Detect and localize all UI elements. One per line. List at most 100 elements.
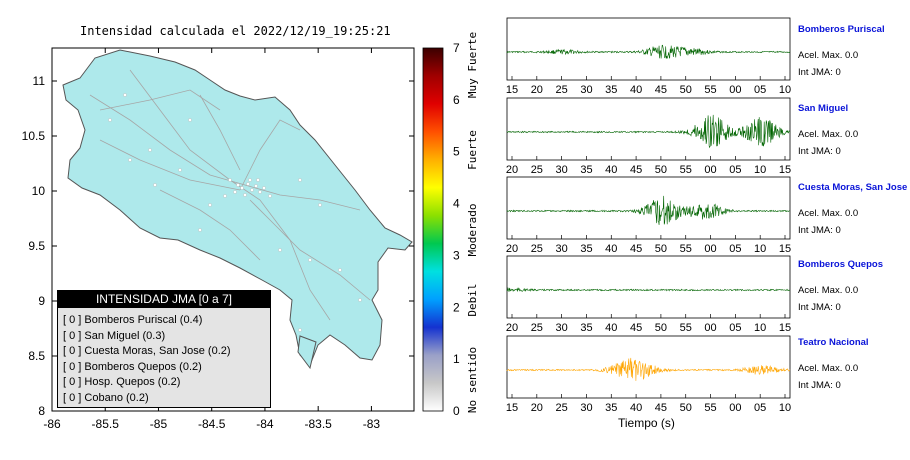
time-tick-label: 30 [580, 84, 592, 96]
station-dot [338, 268, 342, 272]
x-tick-label: -85 [150, 417, 168, 431]
time-tick-label: 15 [779, 243, 791, 255]
station-jma: Int JMA: 0 [798, 225, 841, 236]
station-info: Teatro Nacional Acel. Max. 0.0 Int JMA: … [798, 337, 910, 394]
seismogram-panel: 15 20 25 30 35 40 45 50 55 00 05 10 [506, 17, 791, 96]
time-tick-label: 30 [556, 322, 568, 334]
y-tick-label: 9.5 [28, 239, 45, 253]
station-name: Teatro Nacional [798, 337, 869, 348]
time-tick-label: 25 [531, 164, 543, 176]
station-jma: Int JMA: 0 [798, 380, 841, 391]
panel-frame [506, 97, 791, 161]
time-tick-label: 25 [556, 402, 568, 414]
time-tick-label: 45 [630, 164, 642, 176]
waveform-trace [506, 286, 791, 292]
colorbar-category-label: Debil [466, 283, 479, 316]
colorbar-category-label: Fuerte [466, 130, 479, 170]
x-tick-label: -84 [256, 417, 274, 431]
y-tick-label: 10 [32, 184, 46, 198]
station-dot [243, 193, 247, 197]
station-dot [188, 118, 192, 122]
time-tick-label: 15 [779, 164, 791, 176]
time-tick-label: 55 [704, 402, 716, 414]
legend-entry: [ 0 ] Bomberos Puriscal (0.4) [63, 314, 203, 326]
station-accel: Acel. Max. 0.0 [798, 129, 859, 140]
station-dot [358, 298, 362, 302]
colorbar-tick-label: 1 [453, 352, 460, 366]
station-dot [236, 183, 240, 187]
seismogram-panel: 15 20 25 30 35 40 45 50 55 00 05 10 [506, 335, 791, 414]
time-tick-label: 40 [605, 243, 617, 255]
panel-frame [506, 255, 791, 319]
station-dot [262, 186, 266, 190]
time-tick-label: 55 [704, 84, 716, 96]
time-tick-label: 20 [506, 243, 518, 255]
seismogram-panel: 20 25 30 35 40 45 50 55 00 05 10 15 [506, 176, 791, 255]
time-tick-label: 35 [605, 402, 617, 414]
legend-entry: [ 0 ] Bomberos Quepos (0.2) [63, 360, 202, 373]
time-tick-label: 10 [754, 243, 766, 255]
time-tick-label: 20 [531, 402, 543, 414]
station-dot [278, 248, 282, 252]
station-dot [228, 178, 232, 182]
colorbar-gradient [422, 47, 444, 412]
costa-rica-landmass [62, 49, 413, 370]
station-accel: Acel. Max. 0.0 [798, 50, 859, 61]
time-tick-label: 50 [680, 84, 692, 96]
colorbar-tick-label: 5 [453, 145, 460, 159]
seismogram-panel: 20 25 30 35 40 45 50 55 00 05 10 15 [506, 255, 791, 334]
panel-frame [506, 17, 791, 81]
time-tick-label: 45 [655, 402, 667, 414]
time-tick-label: 10 [779, 402, 791, 414]
time-tick-label: 30 [556, 164, 568, 176]
y-tick-label: 10.5 [22, 129, 46, 143]
station-dot [254, 184, 258, 188]
time-tick-label: 40 [630, 402, 642, 414]
station-name: Bomberos Quepos [798, 259, 883, 270]
station-dot [250, 188, 254, 192]
time-tick-label: 30 [580, 402, 592, 414]
legend-entry: [ 0 ] San Miguel (0.3) [63, 329, 166, 342]
time-tick-label: 15 [506, 402, 518, 414]
y-tick-label: 8.5 [28, 349, 45, 363]
colorbar-tick-label: 7 [453, 41, 460, 55]
station-dot [256, 178, 260, 182]
x-tick-label: -83.5 [304, 417, 332, 431]
station-dot [198, 228, 202, 232]
waveform-trace [506, 357, 791, 381]
time-tick-label: 50 [655, 164, 667, 176]
station-accel: Acel. Max. 0.0 [798, 363, 859, 374]
time-tick-label: 30 [556, 243, 568, 255]
time-tick-label: 00 [729, 402, 741, 414]
time-tick-label: 35 [580, 322, 592, 334]
station-dot [268, 194, 272, 198]
station-jma: Int JMA: 0 [798, 146, 841, 157]
time-tick-label: 25 [531, 322, 543, 334]
time-tick-label: 25 [556, 84, 568, 96]
time-tick-label: 25 [531, 243, 543, 255]
time-tick-label: 55 [680, 322, 692, 334]
station-dot [248, 178, 252, 182]
time-tick-label: 05 [754, 84, 766, 96]
y-tick-label: 9 [38, 294, 45, 308]
colorbar-category-label: Muy Fuerte [466, 32, 479, 98]
station-dot [308, 258, 312, 262]
station-markers [108, 93, 362, 332]
station-jma: Int JMA: 0 [798, 302, 841, 313]
time-tick-label: 00 [729, 84, 741, 96]
station-dot [153, 183, 157, 187]
station-dot [258, 190, 262, 194]
time-tick-label: 20 [506, 164, 518, 176]
time-tick-label: 40 [630, 84, 642, 96]
station-info: San Miguel Acel. Max. 0.0 Int JMA: 0 [798, 103, 910, 160]
time-tick-label: 00 [704, 164, 716, 176]
station-dot [128, 158, 132, 162]
time-tick-label: 40 [605, 164, 617, 176]
time-tick-label: 45 [630, 243, 642, 255]
station-dot [240, 186, 244, 190]
time-tick-label: 50 [655, 243, 667, 255]
time-tick-label: 35 [580, 164, 592, 176]
station-dot [318, 203, 322, 207]
station-info: Cuesta Moras, San Jose Acel. Max. 0.0 In… [798, 182, 910, 239]
